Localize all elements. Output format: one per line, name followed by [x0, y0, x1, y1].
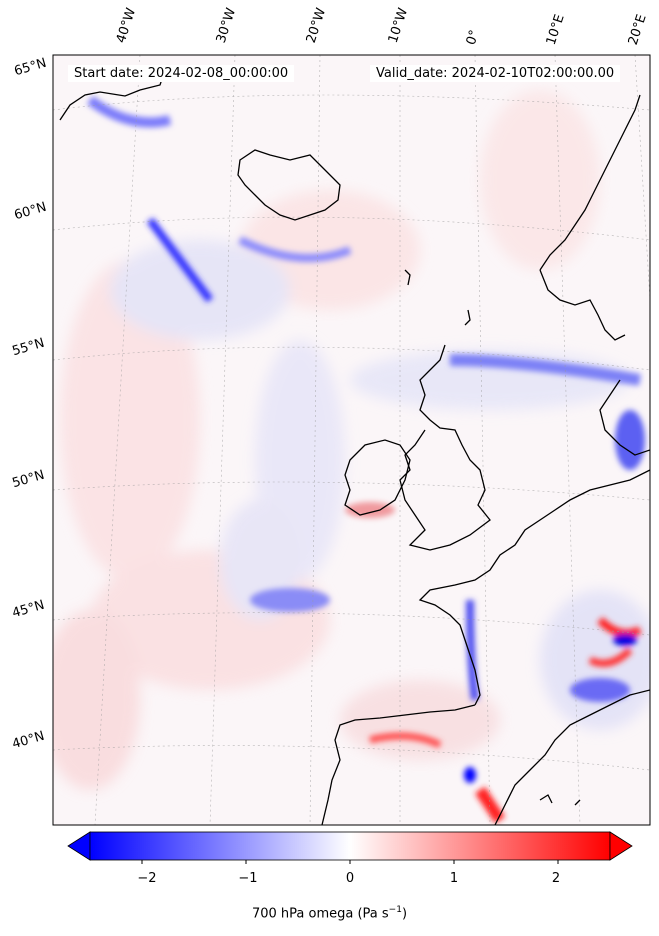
colorbar-extend-left — [67, 831, 91, 861]
valid-date-text: Valid_date: 2024-02-10T02:00:00.00 — [370, 65, 621, 82]
colorbar-tick-label: 1 — [449, 871, 459, 886]
colorbar-label-exponent: −1 — [388, 905, 402, 915]
colorbar — [67, 831, 633, 864]
coastlines — [59, 69, 650, 825]
colorbar-body — [89, 831, 611, 861]
colorbar-label: 700 hPa omega (Pa s−1) — [0, 905, 659, 921]
colorbar-tick-label: −2 — [137, 871, 157, 886]
start-date-text: Start date: 2024-02-08_00:00:00 — [68, 65, 295, 82]
colorbar-tick-marks — [141, 860, 559, 864]
colorbar-label-close: ) — [401, 906, 408, 922]
colorbar-label-text: 700 hPa omega (Pa s — [251, 906, 389, 922]
colorbar-extend-right — [609, 831, 633, 861]
map-frame — [52, 54, 651, 826]
colorbar-tick-label: −1 — [238, 871, 258, 886]
colorbar-tick-label: 0 — [345, 871, 355, 886]
colorbar-tick-label: 2 — [551, 871, 561, 886]
omega-field — [53, 55, 650, 825]
